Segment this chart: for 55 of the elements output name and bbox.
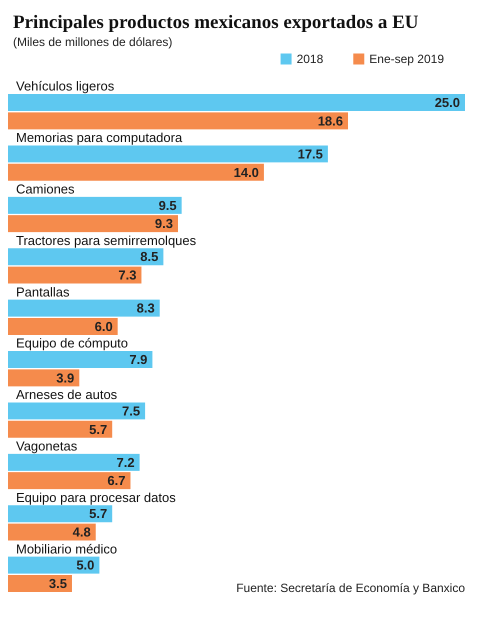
bar <box>8 164 264 181</box>
y-tick-label: Pantallas <box>16 284 70 300</box>
y-tick-label: Mobiliario médico <box>16 541 118 556</box>
y-tick-label: Arneses de autos <box>16 387 118 402</box>
data-label: 3.5 <box>48 576 67 591</box>
bar <box>8 196 182 214</box>
bar <box>8 556 100 574</box>
data-label: 9.3 <box>154 216 174 232</box>
bar <box>8 351 152 368</box>
data-label: 17.5 <box>298 146 323 162</box>
data-label: 5.7 <box>89 422 108 437</box>
data-label: 3.9 <box>56 370 74 386</box>
data-label: 9.5 <box>158 198 177 213</box>
legend-label: 2018 <box>296 52 324 66</box>
legend-label: Ene-sep 2019 <box>369 52 444 66</box>
data-label: 5.7 <box>89 506 108 522</box>
y-tick-label: Tractores para semirremolques <box>16 232 197 248</box>
data-label: 6.0 <box>94 318 113 334</box>
y-tick-label: Memorias para computadora <box>16 130 183 146</box>
data-label: 8.5 <box>140 249 158 264</box>
bar <box>8 524 96 541</box>
bar <box>8 266 142 284</box>
data-label: 14.0 <box>234 164 259 180</box>
chart-title: Principales productos mexicanos exportados a EU <box>13 12 419 33</box>
data-label: 7.2 <box>116 454 135 470</box>
data-label: 5.0 <box>76 558 94 573</box>
data-label: 18.6 <box>318 113 344 128</box>
data-label: 4.8 <box>72 524 91 540</box>
data-label: 8.3 <box>136 300 155 316</box>
data-label: 7.5 <box>122 403 140 418</box>
bar <box>8 420 112 438</box>
bar <box>8 472 130 490</box>
bar <box>8 402 146 420</box>
data-label: 7.9 <box>129 352 148 368</box>
chart-subtitle: (Miles de millones de dólares) <box>13 35 172 49</box>
bar <box>8 112 348 130</box>
data-label: 6.7 <box>107 473 126 488</box>
bar <box>8 300 160 317</box>
data-label: 7.3 <box>118 268 136 283</box>
y-tick-label: Vehículos ligeros <box>16 78 115 94</box>
bar <box>8 318 118 335</box>
bar <box>8 574 72 592</box>
y-tick-label: Vagonetas <box>16 438 78 454</box>
bar <box>8 215 178 232</box>
bar <box>8 94 465 112</box>
bar <box>8 145 328 162</box>
y-tick-label: Equipo para procesar datos <box>16 490 176 505</box>
y-tick-label: Equipo de cómputo <box>16 336 128 351</box>
annotation: Fuente: Secretaría de Economía y Banxico <box>236 581 466 595</box>
bar <box>8 369 80 386</box>
bar <box>8 505 112 522</box>
bar <box>8 248 164 266</box>
y-tick-label: Camiones <box>16 182 76 196</box>
bar <box>8 454 140 471</box>
data-label: 25.0 <box>434 95 460 110</box>
